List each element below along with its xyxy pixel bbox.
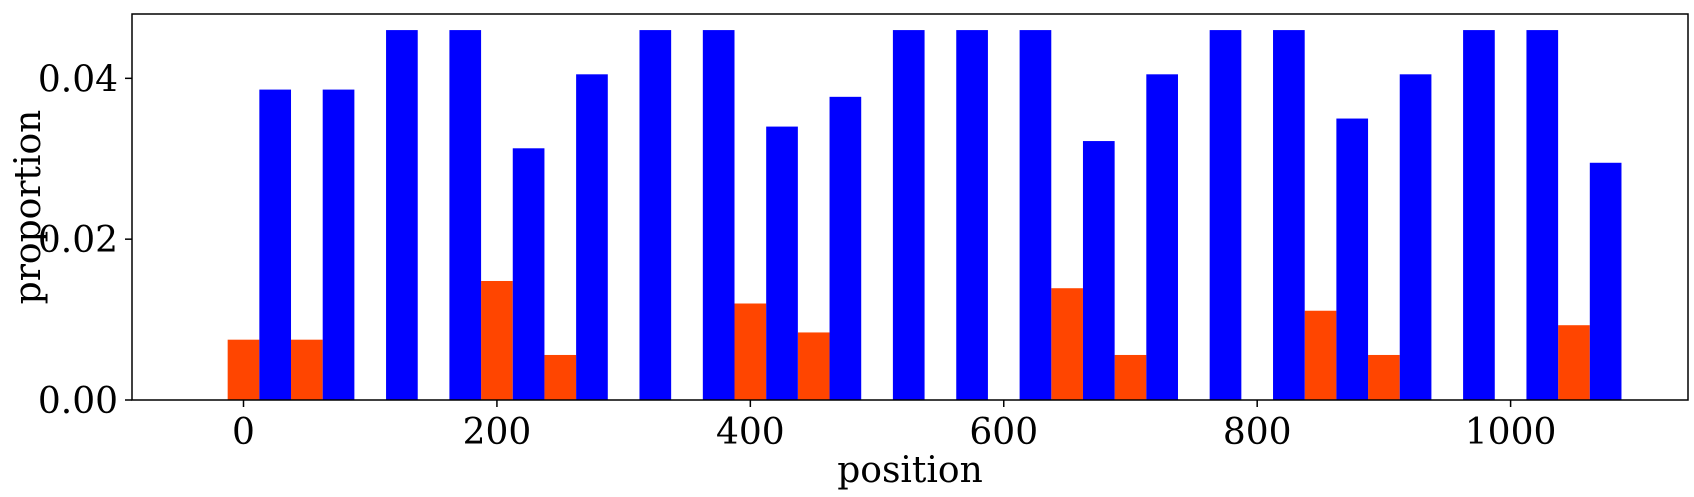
plot-frame (131, 13, 1689, 401)
bar-series-2-10 (892, 30, 925, 400)
bar-series-2-13 (1082, 141, 1115, 400)
y-tick-label: 0.04 (38, 59, 118, 100)
bar-series-2-17 (1336, 118, 1369, 401)
bar-series-1-7 (1114, 354, 1147, 400)
bar-series-2-18 (1399, 74, 1432, 400)
bar-series-1-1 (291, 339, 323, 400)
x-tick-label: 400 (716, 412, 785, 453)
bar-series-2-16 (1273, 30, 1305, 400)
bar-series-1-4 (734, 303, 767, 400)
bar-series-2-21 (1589, 162, 1622, 400)
bar-series-1-0 (227, 339, 260, 400)
bar-series-1-6 (1051, 288, 1083, 400)
y-axis-label: proportion (8, 110, 49, 305)
bar-series-1-2 (481, 280, 513, 400)
bar-series-2-11 (956, 30, 988, 400)
bar-series-2-20 (1526, 30, 1559, 400)
y-tick-label: 0.00 (38, 381, 118, 422)
bar-series-1-10 (1558, 325, 1590, 400)
bar-series-2-9 (829, 96, 862, 401)
x-tick-label: 1000 (1465, 412, 1557, 453)
bar-series-1-3 (544, 354, 577, 400)
bar-series-2-2 (386, 30, 418, 400)
x-axis-ticks: 0 200 400 600 800 1000 (232, 400, 1556, 453)
x-tick-label: 0 (232, 412, 255, 453)
bar-series-2-5 (576, 74, 608, 400)
x-tick-label: 600 (969, 412, 1038, 453)
bars-group (227, 30, 1622, 401)
x-tick-label: 200 (463, 412, 532, 453)
bar-series-2-1 (322, 89, 355, 400)
bar-series-2-3 (449, 30, 482, 400)
bar-series-2-19 (1463, 30, 1495, 400)
bar-series-2-12 (1019, 30, 1052, 400)
y-axis-ticks: 0.00 0.02 0.04 (38, 59, 132, 422)
bar-series-1-9 (1368, 354, 1400, 400)
bar-series-2-15 (1209, 30, 1242, 400)
bar-series-1-8 (1304, 310, 1337, 400)
x-axis-label: position (837, 450, 983, 491)
y-tick-label: 0.02 (38, 220, 118, 261)
bar-series-1-5 (797, 332, 830, 400)
bar-series-2-6 (639, 30, 672, 400)
bar-series-2-7 (702, 30, 735, 400)
x-tick-label: 800 (1223, 412, 1292, 453)
bar-series-2-0 (259, 89, 292, 400)
bar-series-2-4 (512, 148, 545, 400)
bar-series-2-14 (1146, 74, 1178, 400)
bar-series-2-8 (766, 126, 798, 400)
